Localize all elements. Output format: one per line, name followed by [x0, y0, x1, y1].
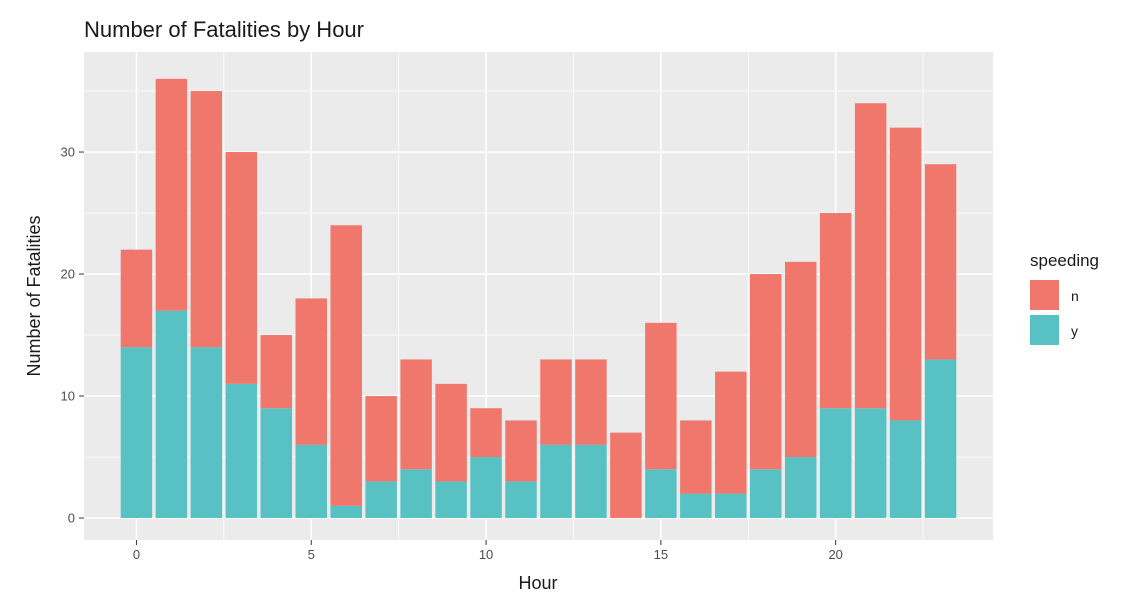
bar-y-hour-13	[575, 444, 607, 519]
bar-n-hour-2	[190, 91, 223, 348]
bar-y-hour-23	[924, 359, 957, 519]
bar-y-hour-15	[645, 469, 677, 519]
legend-label-n: n	[1071, 288, 1079, 304]
bar-n-hour-21	[854, 103, 887, 409]
bar-n-hour-20	[819, 213, 852, 409]
y-axis: 0 10 20 30	[61, 145, 84, 526]
bar-n-hour-5	[295, 298, 327, 445]
bar-y-hour-0	[120, 347, 153, 519]
bar-y-hour-3	[225, 383, 258, 519]
bar-y-hour-18	[750, 469, 782, 519]
y-axis-title: Number of Fatalities	[24, 215, 44, 376]
legend-title: speeding	[1030, 251, 1099, 270]
x-tick-label: 0	[133, 547, 140, 562]
x-tick-label: 10	[479, 547, 493, 562]
bar-y-hour-20	[819, 408, 852, 519]
bar-n-hour-18	[750, 274, 782, 470]
x-tick-label: 15	[654, 547, 668, 562]
bar-n-hour-19	[784, 261, 817, 458]
bar-y-hour-9	[435, 481, 467, 519]
bar-y-hour-16	[680, 493, 712, 519]
bar-n-hour-13	[575, 359, 607, 445]
bar-y-hour-12	[540, 444, 572, 519]
x-axis-title: Hour	[518, 573, 557, 593]
bar-n-hour-14	[610, 432, 642, 519]
legend: speeding n y	[1030, 251, 1099, 345]
bar-n-hour-8	[400, 359, 432, 470]
bar-n-hour-15	[645, 322, 677, 470]
y-tick-label: 30	[61, 145, 75, 160]
legend-key-y	[1030, 315, 1059, 345]
bar-y-hour-2	[190, 347, 223, 519]
bar-y-hour-4	[260, 408, 293, 519]
bar-n-hour-6	[330, 225, 362, 506]
bars	[120, 78, 957, 519]
bar-n-hour-1	[155, 78, 188, 311]
bar-y-hour-7	[365, 481, 397, 519]
bar-n-hour-0	[120, 249, 153, 348]
bar-n-hour-23	[924, 164, 957, 360]
bar-n-hour-7	[365, 396, 397, 482]
bar-n-hour-11	[505, 420, 537, 482]
x-tick-label: 20	[828, 547, 842, 562]
x-axis: 0 5 10 15 20	[133, 540, 843, 562]
legend-label-y: y	[1071, 323, 1078, 339]
y-tick-label: 10	[61, 389, 75, 404]
bar-y-hour-5	[295, 444, 327, 519]
bar-y-hour-6	[330, 505, 362, 519]
bar-y-hour-17	[715, 493, 747, 519]
bar-n-hour-22	[889, 127, 922, 421]
bar-y-hour-19	[784, 457, 817, 519]
bar-n-hour-12	[540, 359, 572, 445]
y-tick-label: 20	[61, 267, 75, 282]
chart-title: Number of Fatalities by Hour	[84, 17, 364, 42]
bar-n-hour-9	[435, 383, 467, 482]
y-tick-label: 0	[68, 511, 75, 526]
x-tick-label: 5	[308, 547, 315, 562]
bar-y-hour-8	[400, 469, 432, 519]
legend-key-n	[1030, 280, 1059, 310]
bar-y-hour-22	[889, 420, 922, 519]
bar-y-hour-10	[470, 457, 502, 519]
bar-y-hour-21	[854, 408, 887, 519]
bar-n-hour-4	[260, 335, 293, 409]
bar-n-hour-16	[680, 420, 712, 494]
bar-y-hour-11	[505, 481, 537, 519]
bar-n-hour-17	[715, 371, 747, 494]
bar-y-hour-1	[155, 310, 188, 519]
bar-n-hour-3	[225, 152, 258, 384]
bar-n-hour-10	[470, 408, 502, 458]
